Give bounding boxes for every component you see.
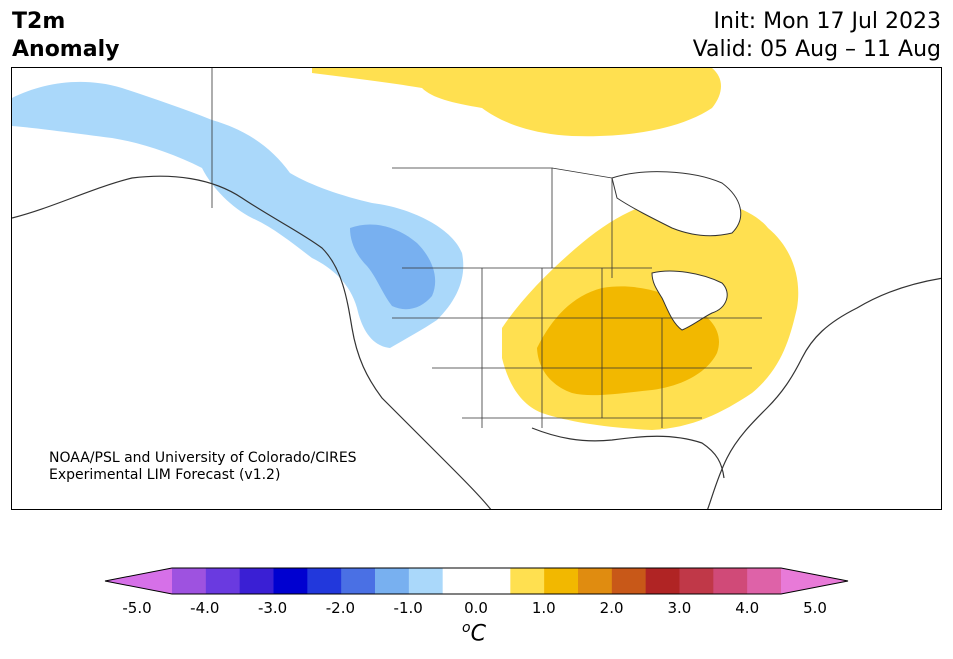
colorbar-under-arrow <box>105 568 172 594</box>
colorbar-segment <box>611 568 647 594</box>
colorbar-segment <box>172 568 207 594</box>
colorbar-tick-label: -1.0 <box>393 599 423 617</box>
title-subtitle: Anomaly <box>12 37 120 62</box>
colorbar <box>104 565 849 601</box>
colorbar-tick-label: -3.0 <box>257 599 288 617</box>
cool-anomaly-light <box>12 81 464 348</box>
unit-letter: C <box>470 621 486 647</box>
colorbar-segment <box>239 568 274 594</box>
anomaly-map: NOAA/PSL and University of Colorado/CIRE… <box>11 67 942 510</box>
great-lakes <box>651 270 728 331</box>
colorbar-tick-label: 5.0 <box>803 599 827 617</box>
colorbar-segment <box>578 568 613 594</box>
colorbar-segment <box>747 568 782 594</box>
colorbar-tick-label: 3.0 <box>667 599 692 617</box>
warm-anomaly-arctic <box>312 68 721 137</box>
colorbar-over-arrow <box>781 568 848 594</box>
colorbar-tick-label: -4.0 <box>190 599 220 617</box>
date-block: Init: Mon 17 Jul 2023 Valid: 05 Aug – 11… <box>693 8 941 64</box>
credit-line-1: NOAA/PSL and University of Colorado/CIRE… <box>49 450 357 466</box>
colorbar-segment <box>408 568 444 594</box>
colorbar-segment <box>375 568 410 594</box>
colorbar-ticks: -5.0 -4.0 -3.0 -2.0 -1.0 0.0 1.0 2.0 3.0 4.0 5.0 <box>0 599 953 619</box>
colorbar-tick-label: -5.0 <box>122 599 152 617</box>
colorbar-segment <box>510 568 545 594</box>
colorbar-segment <box>544 568 579 594</box>
colorbar-segment <box>341 568 376 594</box>
colorbar-tick-label: 1.0 <box>531 599 556 617</box>
colorbar-segment <box>442 568 477 594</box>
east-coast-line <box>707 277 941 509</box>
state-borders <box>211 68 762 428</box>
gulf-coast-line <box>531 427 725 479</box>
colorbar-tick-label: -2.0 <box>325 599 356 617</box>
credit-block: NOAA/PSL and University of Colorado/CIRE… <box>49 450 357 484</box>
colorbar-segment <box>713 568 748 594</box>
colorbar-tick-label: 4.0 <box>735 599 760 617</box>
colorbar-outline <box>104 567 849 595</box>
credit-line-2: Experimental LIM Forecast (v1.2) <box>49 467 281 483</box>
colorbar-tick-label: 0.0 <box>464 599 488 617</box>
colorbar-segment <box>476 568 511 594</box>
unit-superscript: o <box>462 620 471 636</box>
init-date: Init: Mon 17 Jul 2023 <box>713 9 941 34</box>
colorbar-segment <box>307 568 342 594</box>
colorbar-segment <box>205 568 241 594</box>
map-canvas <box>12 68 941 509</box>
title-variable: T2m <box>12 9 66 34</box>
colorbar-segment <box>679 568 714 594</box>
valid-range: Valid: 05 Aug – 11 Aug <box>692 37 941 62</box>
hudson-bay <box>611 171 742 237</box>
colorbar-segment <box>273 568 308 594</box>
cool-anomaly-core <box>350 224 436 310</box>
title-block: T2m Anomaly <box>12 8 119 64</box>
colorbar-unit-label: oC <box>462 620 486 646</box>
colorbar-tick-label: 2.0 <box>599 599 624 617</box>
colorbar-segment <box>645 568 680 594</box>
colorbar-svg <box>104 567 849 595</box>
west-coast-line <box>12 175 492 509</box>
